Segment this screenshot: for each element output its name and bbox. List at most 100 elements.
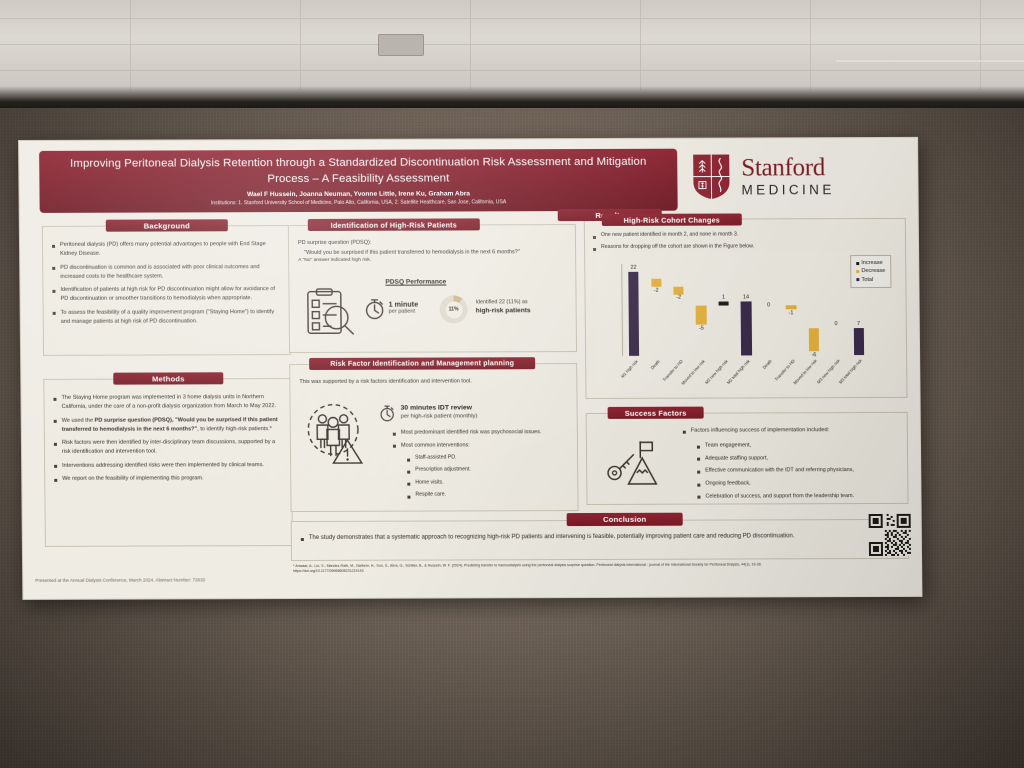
conclusion-bullet: The study demonstrates that a systematic… <box>301 532 898 543</box>
chart-plot-area: 22 M1 high risk -2 Death -2 Transfer to HD -5 M… <box>620 263 871 386</box>
identification-section-heading: Identification of High-Risk Patients <box>307 218 480 231</box>
idt-review-unit: per high-risk patient (monthly) <box>400 413 478 420</box>
methods-bullet: Risk factors were then identified by int… <box>54 438 281 457</box>
stanford-shield-icon <box>693 154 730 200</box>
risk-factor-sub-bullet: Staff-assisted PD. <box>407 454 567 462</box>
results-panel: High-Risk Cohort Changes One new patient… <box>583 213 908 400</box>
chart-bar <box>718 301 729 306</box>
chart-bar-value-label: -6 <box>811 351 817 358</box>
poster-header: Improving Peritoneal Dialysis Retention … <box>39 148 678 213</box>
success-factors-bullet-list: Team engagement, Adequate staffing suppor… <box>697 441 898 505</box>
methods-bullet: We report on the feasibility of implemen… <box>54 474 281 484</box>
stopwatch-icon-idt <box>380 405 394 422</box>
success-factors-intro-text: Factors influencing success of implement… <box>690 427 830 434</box>
legend-label: Increase <box>861 259 883 267</box>
risk-factor-sub-bullet: Prescription adjustment. <box>407 466 567 474</box>
risk-factor-section-heading: Risk Factor Identification and Managemen… <box>309 357 536 370</box>
conference-footer-note: Presented at the Annual Dialysis Confere… <box>35 577 206 583</box>
success-factor-bullet: Celebration of success, and support from… <box>697 492 897 501</box>
risk-factor-bullet: Most common interventions: <box>393 441 569 450</box>
success-factor-bullet: Adequate staffing support, <box>697 454 897 463</box>
waterfall-chart: 22 M1 high risk -2 Death -2 Transfer to HD -5 M… <box>595 250 897 394</box>
chart-bar-value-label: -1 <box>788 309 794 316</box>
donut-chart-11-percent: 11% <box>439 295 468 324</box>
methods-panel: The Staying Home program was implemented… <box>43 378 293 547</box>
key-mountain-flag-icon <box>607 441 658 485</box>
metric-time-value: 1 minute <box>388 299 419 309</box>
citation-footnote: * Anwaar, A., Liu, S., Mandez-Rath, M., … <box>293 562 899 575</box>
success-factors-intro: Factors influencing success of implement… <box>682 427 830 434</box>
chart-bar <box>853 328 865 356</box>
background-panel: Peritoneal dialysis (PD) offers many pot… <box>41 225 292 356</box>
author-list: Wael F Hussein, Joanna Neuman, Yvonne Li… <box>247 190 471 199</box>
chart-bar-value-label: -2 <box>653 287 659 294</box>
chart-bar-value-label: 7 <box>857 321 861 328</box>
legend-item: Increase <box>855 259 886 267</box>
success-factor-bullet: Ongoing feedback, <box>697 479 897 488</box>
chart-bar-value-label: 14 <box>743 294 750 301</box>
legend-label: Total <box>861 276 874 283</box>
pdsq-note: A "No" answer indicated high risk. <box>298 257 372 264</box>
pdsq-label: PD surprise question (PDSQ): <box>297 239 372 247</box>
chart-bar <box>785 305 797 310</box>
results-bullet-list: One new patient identified in month 2, a… <box>593 231 897 252</box>
legend-label: Decrease <box>861 268 886 275</box>
methods-bullet: We used the PD surprise question (PDSQ),… <box>54 416 281 435</box>
metric-identified-label: high-risk patients <box>475 307 531 315</box>
chart-bar-value-label: 0 <box>834 321 838 328</box>
ceiling-wall-shadow <box>0 86 1024 112</box>
conclusion-section-heading: Conclusion <box>566 512 683 527</box>
chart-bar-value-label: -5 <box>698 325 704 332</box>
pdsq-performance-heading: PDSQ Performance <box>385 278 447 286</box>
identification-panel: PD surprise question (PDSQ): "Would you … <box>287 224 578 354</box>
people-warning-icon <box>307 403 364 464</box>
poster-board: Improving Peritoneal Dialysis Retention … <box>18 136 923 600</box>
methods-bullet: The Staying Home program was implemented… <box>53 393 280 412</box>
legend-swatch <box>855 261 859 265</box>
legend-swatch <box>855 278 859 282</box>
ceiling-tile-grid <box>0 0 1024 108</box>
methods-bullet: Interventions addressing identified risk… <box>54 461 281 471</box>
chart-bar-value-label: 22 <box>630 264 637 271</box>
chart-bar <box>696 305 707 325</box>
page-title: Improving Peritoneal Dialysis Retention … <box>70 155 647 185</box>
background-bullet: To assess the feasibility of a quality i… <box>53 308 280 327</box>
methods-section-heading: Methods <box>113 372 224 385</box>
idt-review-value: 30 minutes IDT review <box>400 404 473 412</box>
background-bullet: PD discontinuation is common and is asso… <box>52 263 279 282</box>
methods-bullet-list: The Staying Home program was implemented… <box>53 393 281 484</box>
chart-bar-value-label: -2 <box>676 294 682 301</box>
qr-code-icon[interactable] <box>868 513 912 557</box>
legend-item: Decrease <box>855 267 886 275</box>
risk-factor-sub-bullet: Home visits. <box>407 479 567 487</box>
logo-wordmark: Stanford <box>741 154 826 182</box>
risk-factor-panel: This was supported by a risk factors ide… <box>289 363 579 513</box>
chart-bar-value-label: 1 <box>722 294 726 301</box>
pdsq-question: "Would you be surprised if this patient … <box>304 248 520 256</box>
chart-bar <box>808 328 820 352</box>
risk-factor-sub-bullet: Respite care. <box>407 491 567 499</box>
stanford-medicine-logo: Stanford MEDICINE <box>691 150 906 203</box>
success-factors-heading: Success Factors <box>607 406 704 419</box>
chart-legend: Increase Decrease Total <box>849 254 892 289</box>
institution-list: Institutions: 1. Stanford University Sch… <box>210 199 507 207</box>
success-factor-bullet: Effective communication with the IDT and… <box>697 466 897 475</box>
background-bullet: Peritoneal dialysis (PD) offers many pot… <box>52 240 279 259</box>
success-factors-panel: Factors influencing success of implement… <box>585 411 909 506</box>
metric-time-unit: per patient <box>388 308 416 315</box>
donut-value: 11% <box>448 306 459 313</box>
conference-poster: Improving Peritoneal Dialysis Retention … <box>18 136 923 600</box>
cohort-changes-heading: High-Risk Cohort Changes <box>601 213 742 226</box>
ceiling-vent <box>378 34 424 56</box>
risk-factor-bullet: Most predominant identified risk was psy… <box>393 428 569 437</box>
legend-item: Total <box>855 276 886 284</box>
stopwatch-icon <box>365 299 384 320</box>
legend-swatch <box>855 270 859 274</box>
chart-bar-value-label: 0 <box>767 302 771 309</box>
conclusion-bullet-list: The study demonstrates that a systematic… <box>301 532 898 543</box>
results-bullet: One new patient identified in month 2, a… <box>593 231 897 240</box>
background-section-heading: Background <box>105 219 228 232</box>
background-bullet-list: Peritoneal dialysis (PD) offers many pot… <box>52 240 280 327</box>
chart-bar <box>740 301 752 356</box>
